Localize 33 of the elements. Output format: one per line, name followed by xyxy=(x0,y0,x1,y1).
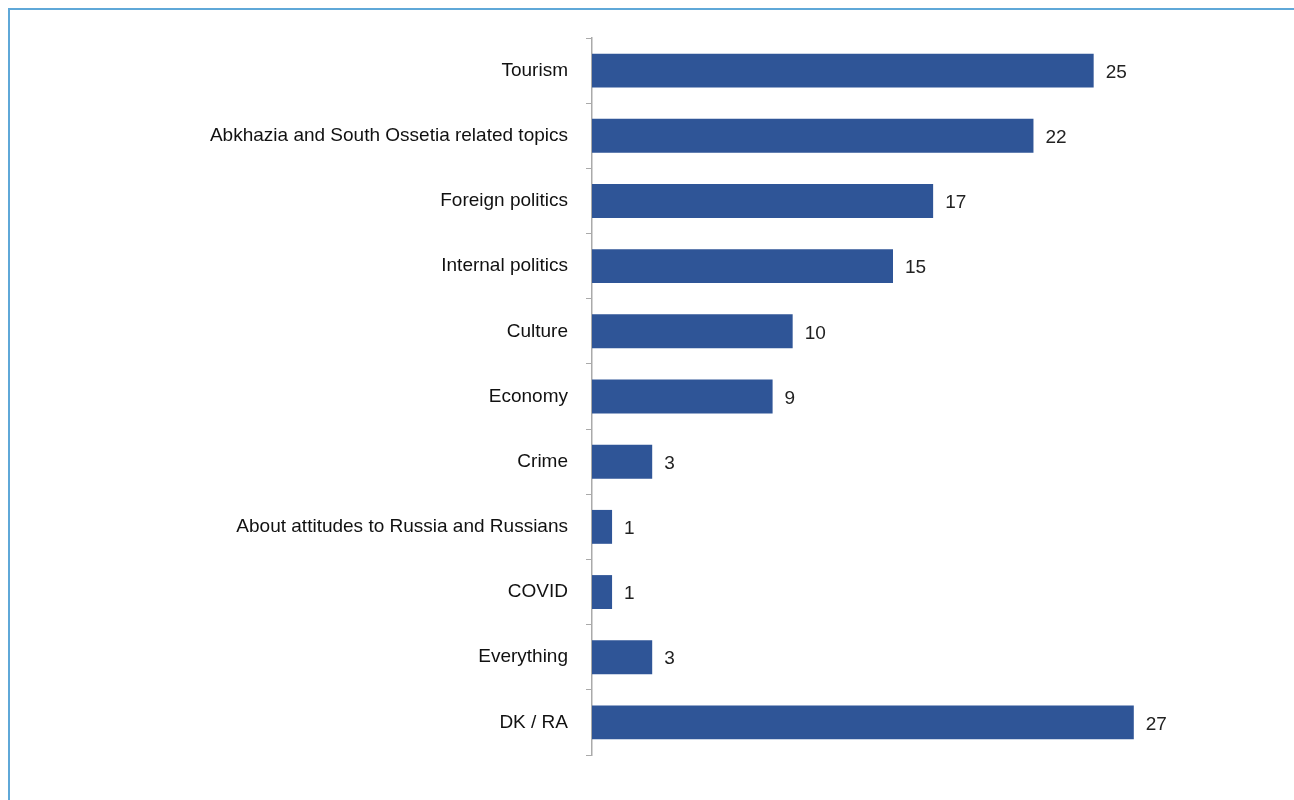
data-label: 17 xyxy=(945,191,967,213)
data-label: 10 xyxy=(804,321,826,343)
data-label: 1 xyxy=(624,517,635,539)
data-label: 9 xyxy=(784,386,796,408)
bar xyxy=(592,314,793,349)
bar xyxy=(592,118,1034,153)
data-label: 22 xyxy=(1045,126,1067,148)
data-label: 1 xyxy=(624,582,635,604)
data-label: 3 xyxy=(664,647,675,669)
bar xyxy=(592,249,893,284)
y-tick-label: Abkhazia and South Ossetia related topics xyxy=(209,124,568,146)
y-tick-label: Tourism xyxy=(501,58,568,80)
bar xyxy=(592,53,1094,88)
bar xyxy=(592,640,653,675)
data-label: 15 xyxy=(905,256,927,278)
bar xyxy=(592,705,1134,740)
bar xyxy=(592,509,613,544)
y-tick-label: Foreign politics xyxy=(440,189,568,211)
data-label: 3 xyxy=(664,451,675,473)
data-label: 27 xyxy=(1145,712,1167,734)
bar xyxy=(592,379,773,414)
bar xyxy=(592,444,653,479)
bar xyxy=(592,184,934,218)
y-tick-label: Internal politics xyxy=(441,254,568,276)
y-tick-label: Economy xyxy=(488,384,569,406)
bar xyxy=(592,575,613,609)
y-tick-label: Everything xyxy=(478,645,568,667)
y-tick-label: COVID xyxy=(507,580,568,602)
y-tick-label: DK / RA xyxy=(499,710,569,732)
y-tick-label: Crime xyxy=(517,449,568,471)
y-tick-label: Culture xyxy=(506,319,568,341)
y-tick-label: About attitudes to Russia and Russians xyxy=(236,515,568,537)
data-label: 25 xyxy=(1105,60,1127,82)
